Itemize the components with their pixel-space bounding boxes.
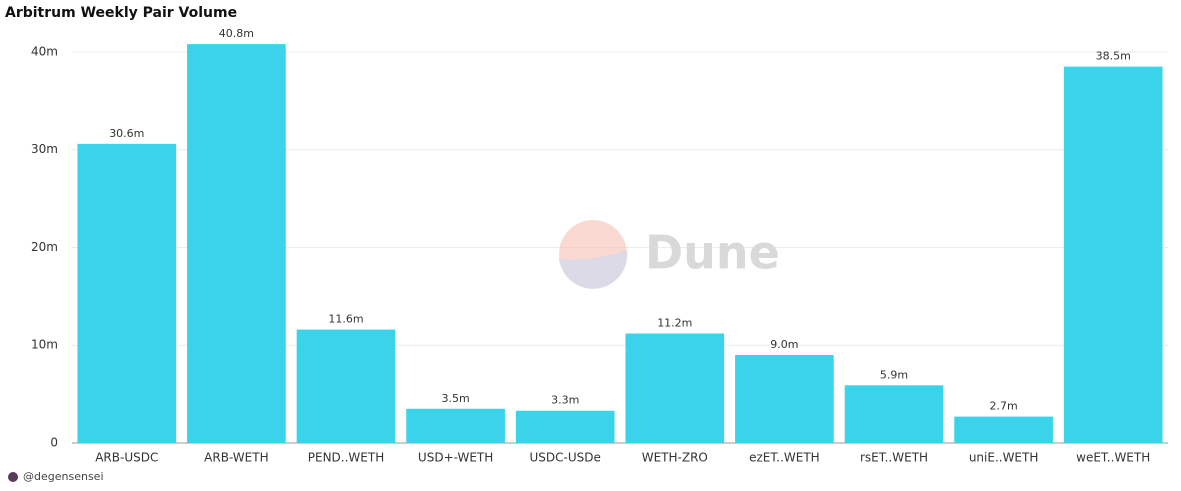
- value-label: 11.6m: [328, 313, 363, 326]
- footer: @degensensei: [23, 470, 104, 483]
- y-tick-label: 40m: [31, 44, 58, 58]
- y-tick-label: 10m: [31, 338, 58, 352]
- x-tick-label: weET..WETH: [1076, 451, 1150, 465]
- value-label: 5.9m: [880, 368, 908, 381]
- value-label: 3.5m: [441, 392, 469, 405]
- x-tick-label: ezET..WETH: [749, 451, 820, 465]
- x-tick-label: ARB-WETH: [204, 451, 268, 465]
- logo-segment: [559, 250, 628, 289]
- bar: [296, 329, 396, 443]
- bar: [625, 333, 725, 443]
- value-label: 3.3m: [551, 394, 579, 407]
- bar: [844, 385, 944, 443]
- x-tick-label: PEND..WETH: [308, 451, 384, 465]
- value-label: 9.0m: [770, 338, 798, 351]
- y-tick-label: 0: [50, 436, 58, 450]
- x-tick-label: WETH-ZRO: [642, 451, 708, 465]
- bar: [1063, 66, 1163, 443]
- y-tick-label: 30m: [31, 142, 58, 156]
- watermark: Dune: [645, 226, 780, 280]
- value-label: 38.5m: [1096, 50, 1131, 63]
- bar: [187, 44, 286, 443]
- value-label: 40.8m: [219, 27, 254, 40]
- bar: [406, 408, 505, 443]
- y-tick-label: 20m: [31, 240, 58, 254]
- bar: [735, 355, 834, 443]
- watermark-logo: [559, 220, 628, 289]
- x-tick-label: uniE..WETH: [969, 451, 1039, 465]
- value-label: 30.6m: [109, 127, 144, 140]
- bar: [515, 410, 615, 443]
- chart-title: Arbitrum Weekly Pair Volume: [5, 5, 237, 21]
- value-label: 11.2m: [657, 317, 692, 330]
- bar: [77, 143, 177, 443]
- x-tick-label: USDC-USDe: [530, 451, 601, 465]
- footer-avatar: [8, 472, 18, 482]
- x-tick-label: ARB-USDC: [95, 451, 158, 465]
- x-tick-label: rsET..WETH: [860, 451, 928, 465]
- value-label: 2.7m: [989, 400, 1017, 413]
- bar: [954, 416, 1053, 443]
- x-tick-label: USD+-WETH: [418, 451, 493, 465]
